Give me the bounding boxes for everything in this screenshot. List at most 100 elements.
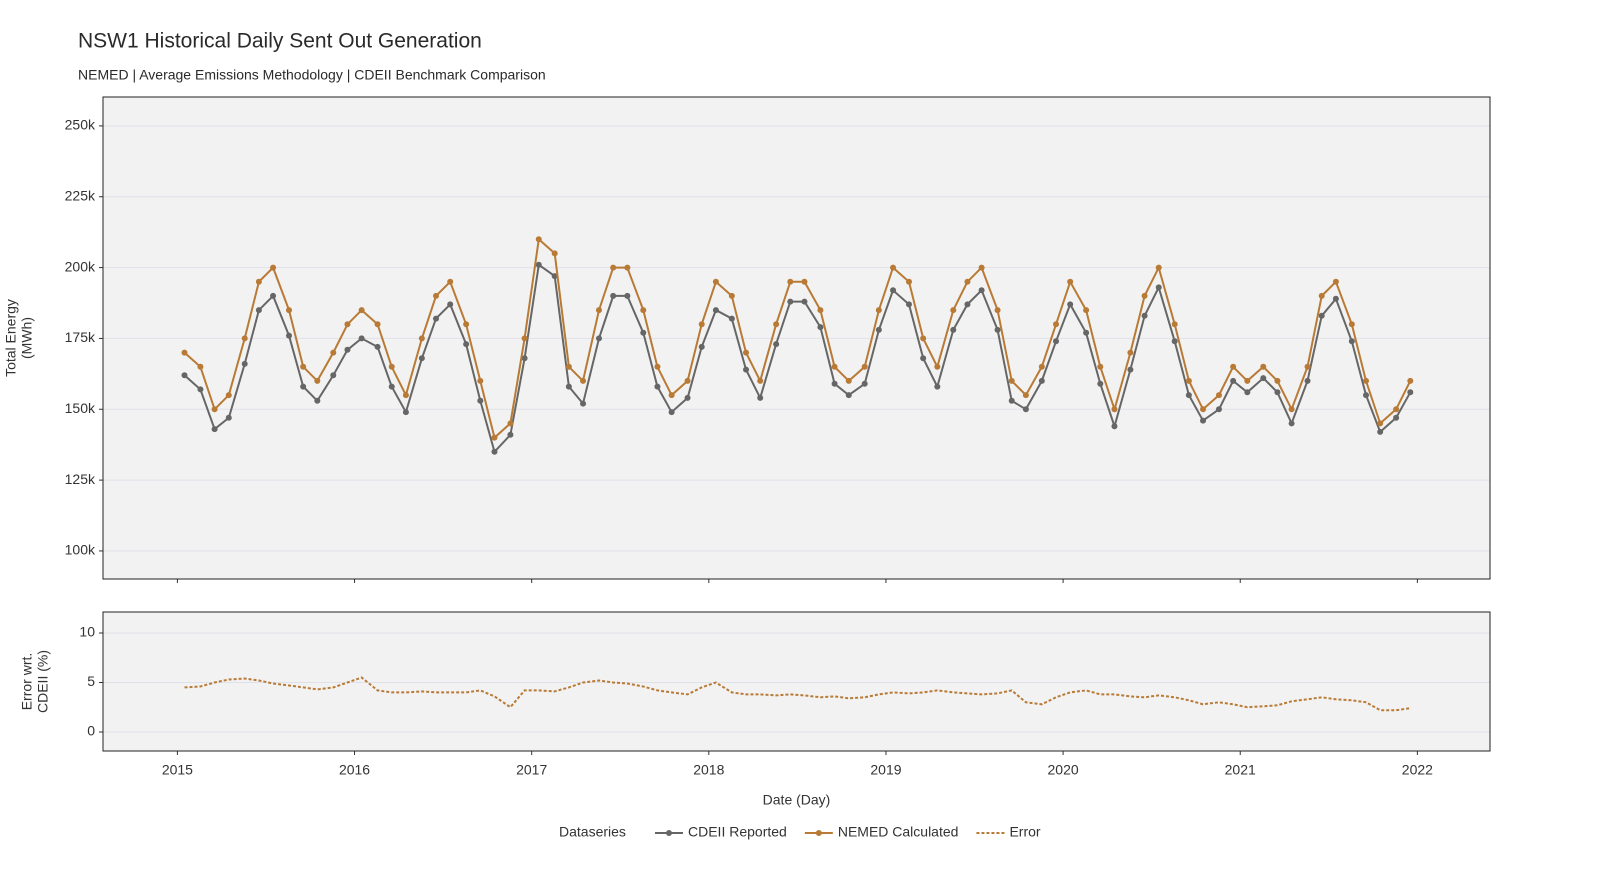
- data-point: [1230, 377, 1237, 384]
- data-point: [477, 397, 484, 404]
- data-point: [743, 349, 750, 356]
- data-point: [447, 301, 454, 308]
- data-point: [197, 386, 204, 393]
- data-point: [270, 264, 277, 271]
- data-point: [197, 363, 204, 370]
- data-point: [225, 392, 232, 399]
- data-point: [1097, 380, 1104, 387]
- data-point: [964, 301, 971, 308]
- y-tick-label: 0: [87, 723, 95, 739]
- data-point: [418, 335, 425, 342]
- data-point: [1097, 363, 1104, 370]
- data-point: [668, 409, 675, 416]
- data-point: [1332, 278, 1339, 285]
- data-point: [1332, 295, 1339, 302]
- data-point: [978, 287, 985, 294]
- legend-marker: [666, 830, 672, 836]
- data-point: [1127, 349, 1134, 356]
- plot-border: [102, 611, 1491, 752]
- data-point: [817, 307, 824, 314]
- data-point: [1348, 321, 1355, 328]
- data-point: [1260, 363, 1267, 370]
- data-point: [712, 278, 719, 285]
- data-point: [861, 363, 868, 370]
- data-point: [580, 377, 587, 384]
- data-point: [654, 383, 661, 390]
- data-point: [358, 335, 365, 342]
- y-tick-label: 250k: [65, 117, 96, 133]
- data-point: [684, 394, 691, 401]
- series-line: [184, 676, 1411, 712]
- y-tick-label: 200k: [65, 258, 96, 274]
- data-point: [1083, 329, 1090, 336]
- x-tick-label: 2021: [1225, 762, 1256, 778]
- data-point: [1171, 321, 1178, 328]
- series-line: [183, 237, 1412, 440]
- chart-title: NSW1 Historical Daily Sent Out Generatio…: [78, 30, 482, 53]
- data-point: [211, 426, 218, 433]
- data-point: [624, 292, 631, 299]
- data-point: [978, 264, 985, 271]
- y-tick-label: 150k: [65, 400, 96, 416]
- data-point: [1200, 406, 1207, 413]
- data-point: [728, 292, 735, 299]
- x-tick-label: 2015: [162, 762, 193, 778]
- data-point: [787, 298, 794, 305]
- data-point: [1215, 392, 1222, 399]
- data-point: [225, 414, 232, 421]
- data-point: [890, 264, 897, 271]
- x-tick-label: 2019: [870, 762, 901, 778]
- data-point: [1377, 428, 1384, 435]
- data-point: [507, 431, 514, 438]
- data-point: [535, 236, 542, 243]
- data-point: [270, 292, 277, 299]
- data-point: [831, 380, 838, 387]
- series-line: [183, 263, 1412, 454]
- data-point: [477, 377, 484, 384]
- chart-subtitle: NEMED | Average Emissions Methodology | …: [78, 67, 546, 83]
- data-point: [507, 420, 514, 427]
- x-tick-label: 2020: [1048, 762, 1079, 778]
- data-point: [255, 278, 262, 285]
- data-point: [905, 301, 912, 308]
- data-point: [1053, 338, 1060, 345]
- data-point: [241, 335, 248, 342]
- data-point: [773, 321, 780, 328]
- y-tick-label: 125k: [65, 471, 96, 487]
- data-point: [905, 278, 912, 285]
- data-point: [712, 307, 719, 314]
- data-point: [1185, 392, 1192, 399]
- x-tick-label: 2017: [516, 762, 547, 778]
- data-point: [1304, 363, 1311, 370]
- data-point: [255, 307, 262, 314]
- data-point: [698, 321, 705, 328]
- data-point: [640, 307, 647, 314]
- data-point: [1318, 312, 1325, 319]
- x-tick-label: 2022: [1402, 762, 1433, 778]
- data-point: [1288, 406, 1295, 413]
- data-point: [1274, 377, 1281, 384]
- data-point: [447, 278, 454, 285]
- data-point: [610, 264, 617, 271]
- data-point: [831, 363, 838, 370]
- data-point: [1393, 406, 1400, 413]
- data-point: [1407, 389, 1414, 396]
- data-point: [1083, 307, 1090, 314]
- data-point: [640, 329, 647, 336]
- data-point: [181, 372, 188, 379]
- data-point: [285, 307, 292, 314]
- data-point: [433, 292, 440, 299]
- data-point: [728, 315, 735, 322]
- data-point: [1363, 377, 1370, 384]
- data-point: [388, 363, 395, 370]
- data-point: [374, 343, 381, 350]
- legend-label: CDEII Reported: [688, 824, 787, 840]
- y-tick-label: 175k: [65, 329, 96, 345]
- y-tick-label: 10: [79, 624, 95, 640]
- data-point: [801, 278, 808, 285]
- data-point: [1141, 292, 1148, 299]
- data-point: [757, 394, 764, 401]
- data-point: [610, 292, 617, 299]
- data-point: [1230, 363, 1237, 370]
